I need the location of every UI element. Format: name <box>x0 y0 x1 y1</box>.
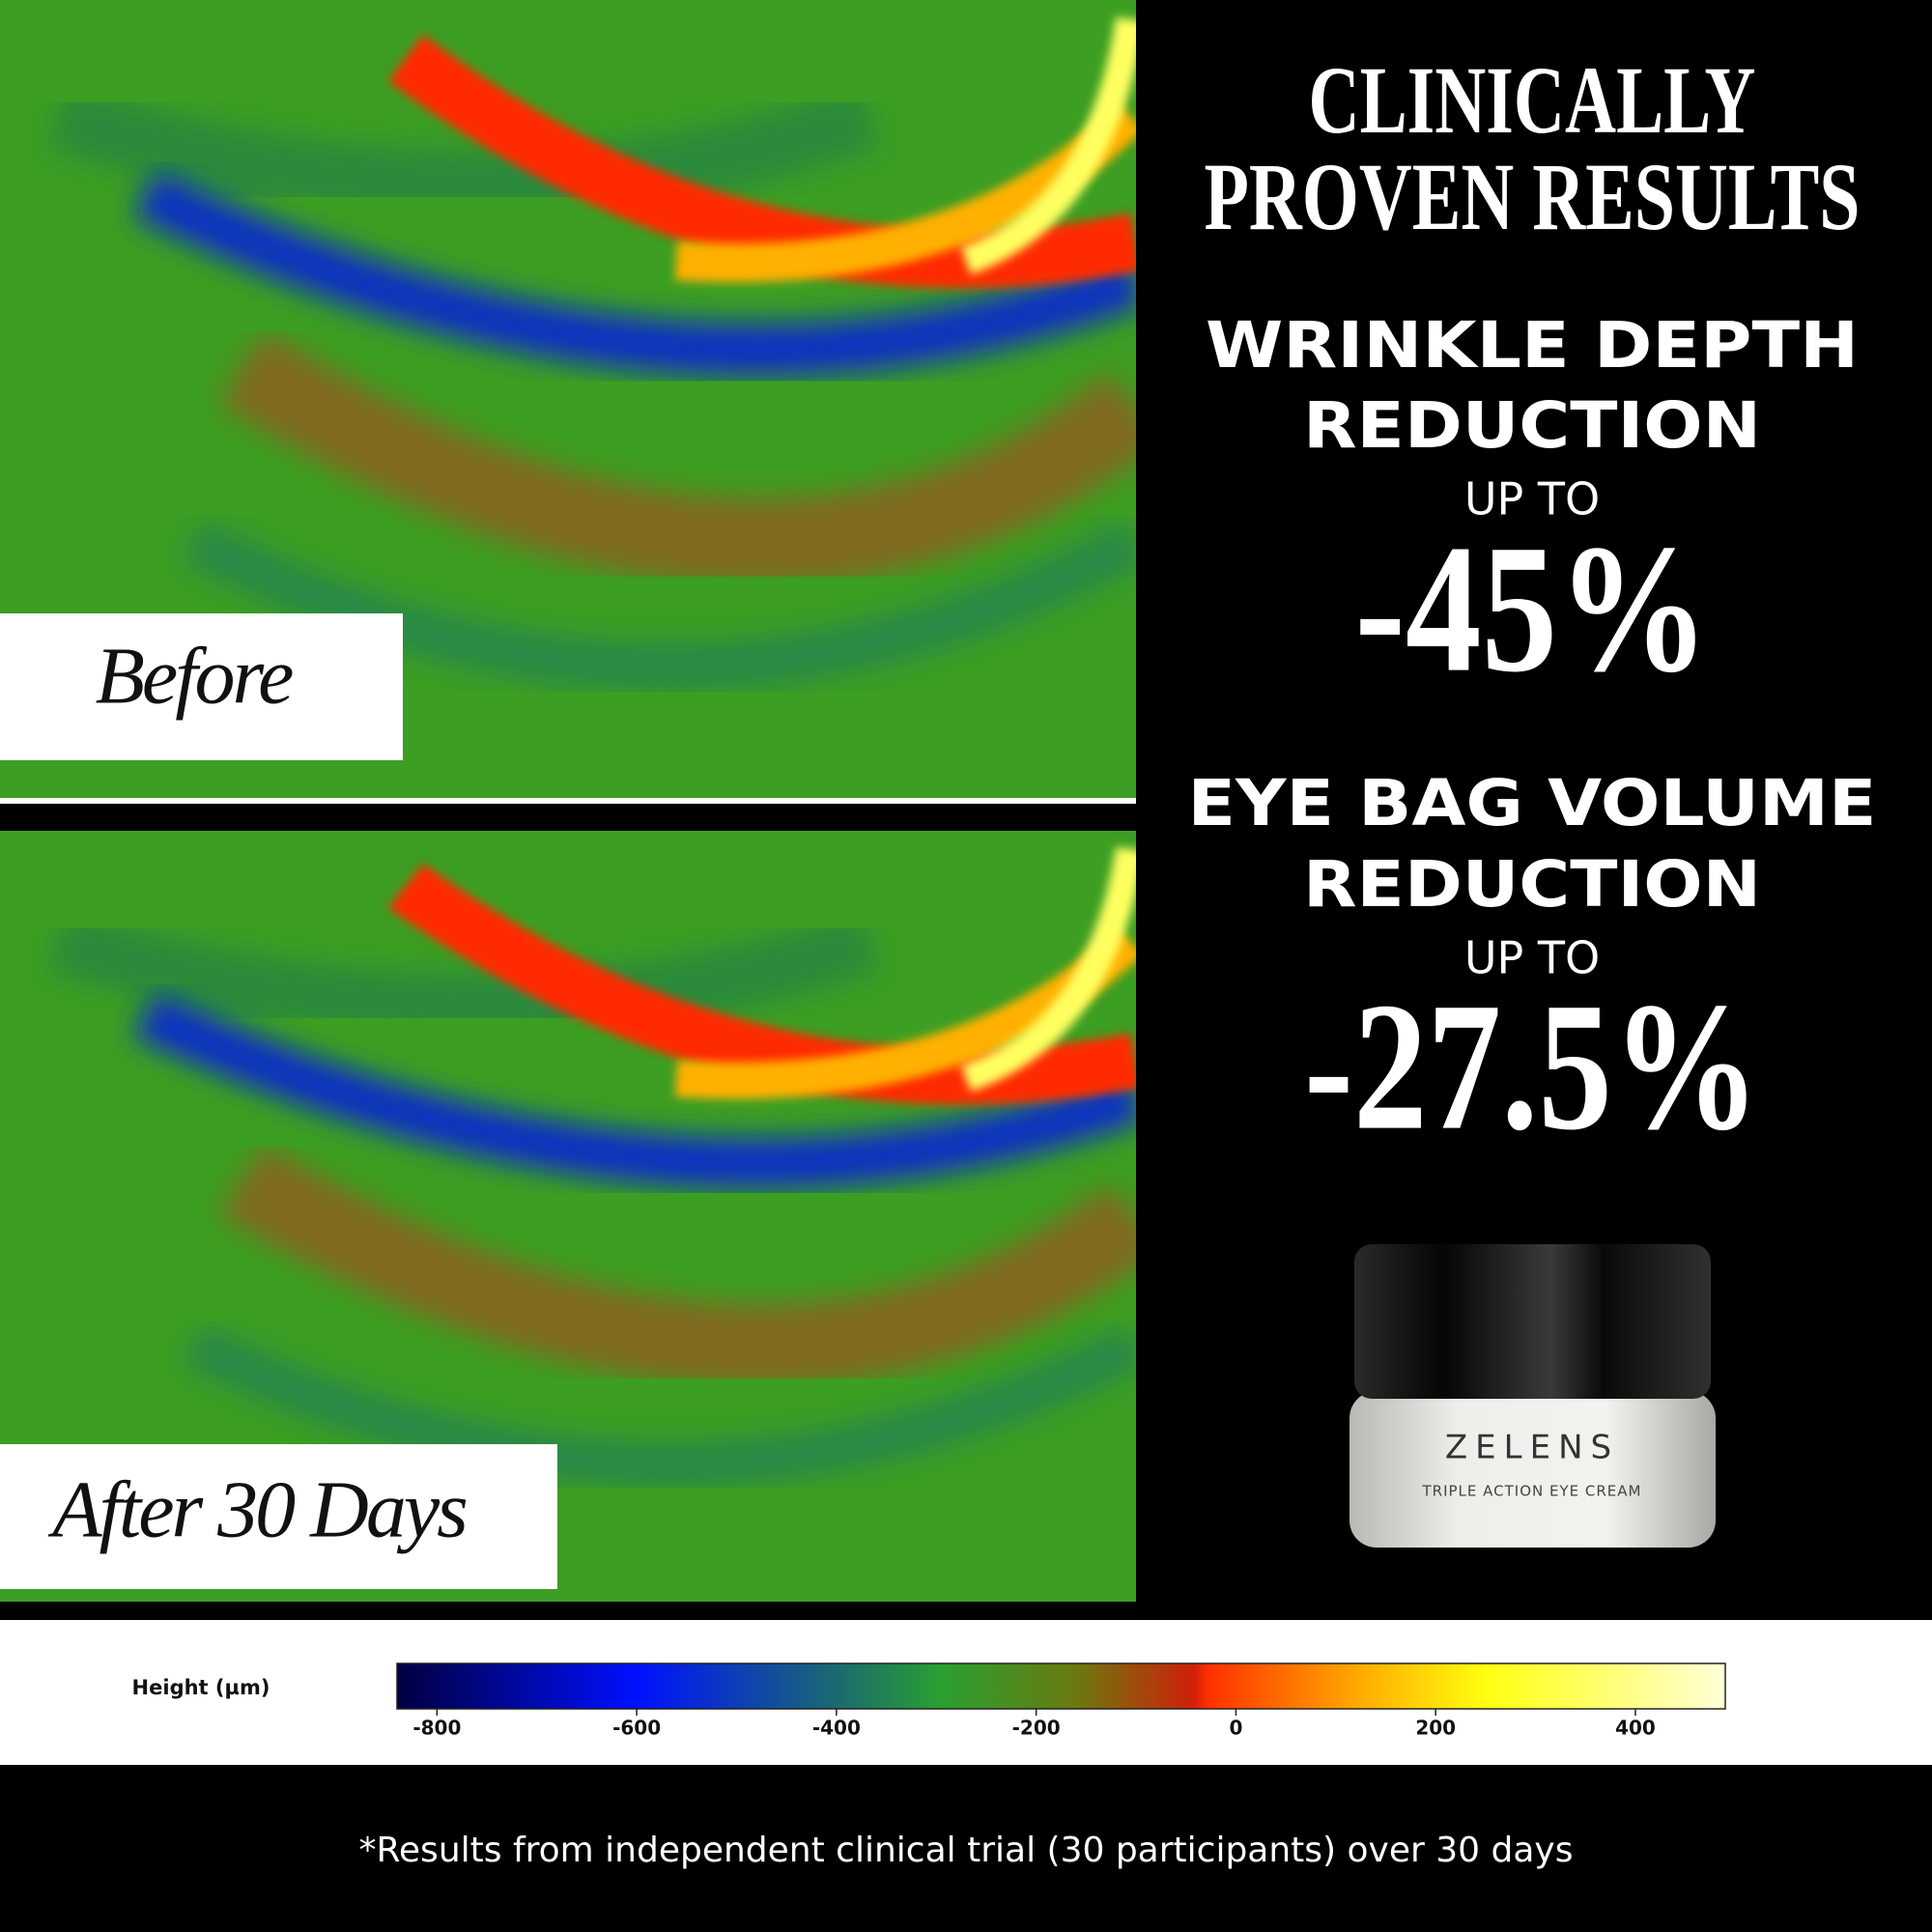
colorbar-ticks: -800 -600 -400 -200 0 200 400 <box>412 1709 1656 1740</box>
before-label: Before <box>96 631 294 721</box>
colorbar-label: Height (µm) <box>132 1676 270 1699</box>
divider <box>0 798 1136 804</box>
stat-label: WRINKLE DEPTH <box>1206 308 1859 383</box>
tick-label: 0 <box>1229 1717 1242 1740</box>
tick-label: 400 <box>1615 1717 1656 1740</box>
after-label: After 30 Days <box>47 1464 467 1554</box>
tick-label: -400 <box>812 1717 861 1740</box>
brand: ZELENS <box>1445 1429 1619 1467</box>
tick-label: -200 <box>1012 1717 1061 1740</box>
footer <box>0 1765 1932 1932</box>
stat-value: -45% <box>1355 508 1710 711</box>
stat-prefix: UP TO <box>1464 473 1600 526</box>
stat-label: EYE BAG VOLUME <box>1188 766 1877 840</box>
product-name: TRIPLE ACTION EYE CREAM <box>1422 1483 1642 1500</box>
tick-label: -800 <box>412 1717 461 1740</box>
stat-label: REDUCTION <box>1303 847 1761 922</box>
headline: CLINICALLY <box>1309 46 1756 154</box>
footnote: *Results from independent clinical trial… <box>359 1831 1574 1870</box>
colorbar <box>396 1662 1726 1710</box>
stat-prefix: UP TO <box>1464 932 1600 984</box>
headline: PROVEN RESULTS <box>1205 143 1861 250</box>
product-jar: ZELENS TRIPLE ACTION EYE CREAM <box>1350 1244 1716 1548</box>
label-box <box>0 613 403 760</box>
stat-value: -27.5% <box>1304 966 1760 1169</box>
label-box <box>0 1444 557 1589</box>
tick-label: 200 <box>1415 1717 1456 1740</box>
stat-label: REDUCTION <box>1303 388 1761 463</box>
tick-label: -600 <box>612 1717 661 1740</box>
